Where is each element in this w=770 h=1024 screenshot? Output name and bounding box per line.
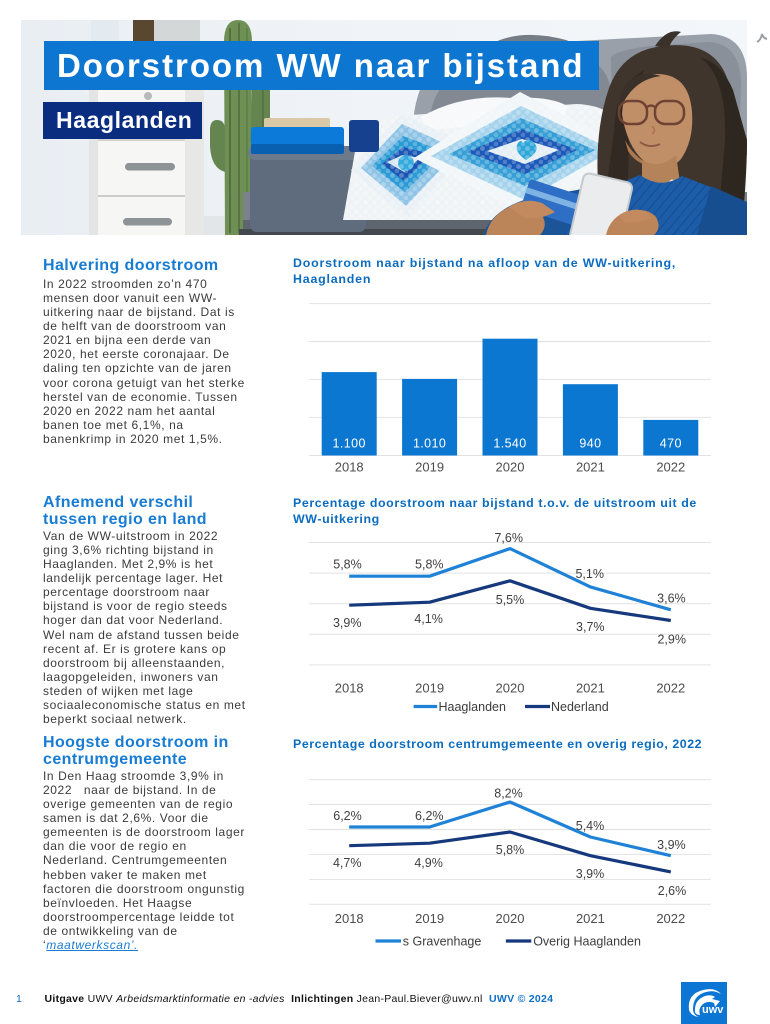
svg-text:3,9%: 3,9% xyxy=(333,616,362,630)
svg-text:Nederland: Nederland xyxy=(551,700,609,714)
svg-text:2018: 2018 xyxy=(335,681,364,696)
svg-text:4,9%: 4,9% xyxy=(414,856,443,870)
svg-text:1.010: 1.010 xyxy=(413,437,446,451)
svg-text:Percentage doorstroom centrumg: Percentage doorstroom centrumgemeente en… xyxy=(293,737,702,751)
svg-text:2022: 2022 xyxy=(656,911,685,926)
svg-text:2,6%: 2,6% xyxy=(658,884,687,898)
svg-text:5,5%: 5,5% xyxy=(496,593,525,607)
svg-text:2019: 2019 xyxy=(415,460,444,475)
svg-text:5,8%: 5,8% xyxy=(333,558,362,572)
svg-text:470: 470 xyxy=(660,437,682,451)
svg-text:1.540: 1.540 xyxy=(493,437,526,451)
svg-text:2019: 2019 xyxy=(415,681,444,696)
svg-text:3,6%: 3,6% xyxy=(657,592,686,606)
svg-text:5,8%: 5,8% xyxy=(415,558,444,572)
svg-text:2,9%: 2,9% xyxy=(657,632,686,646)
svg-text:2020: 2020 xyxy=(496,460,525,475)
svg-text:2018: 2018 xyxy=(335,460,364,475)
svg-text:940: 940 xyxy=(579,437,601,451)
svg-text:2020: 2020 xyxy=(496,681,525,696)
svg-text:8,2%: 8,2% xyxy=(494,787,523,801)
svg-text:2021: 2021 xyxy=(576,681,605,696)
svg-text:s Gravenhage: s Gravenhage xyxy=(403,935,482,949)
svg-text:2020: 2020 xyxy=(496,911,525,926)
svg-text:2021: 2021 xyxy=(576,911,605,926)
svg-text:4,1%: 4,1% xyxy=(414,612,443,626)
svg-text:uwv: uwv xyxy=(702,1004,724,1016)
svg-text:2021: 2021 xyxy=(576,460,605,475)
svg-text:Haaglanden: Haaglanden xyxy=(293,272,371,286)
svg-text:6,2%: 6,2% xyxy=(333,809,362,823)
svg-text:Overig Haaglanden: Overig Haaglanden xyxy=(533,935,641,949)
svg-text:5,1%: 5,1% xyxy=(575,567,604,581)
svg-text:1.100: 1.100 xyxy=(333,437,366,451)
svg-text:Percentage doorstroom naar bij: Percentage doorstroom naar bijstand t.o.… xyxy=(293,496,697,510)
svg-text:5,8%: 5,8% xyxy=(496,843,525,857)
svg-text:Haaglanden: Haaglanden xyxy=(439,700,506,714)
svg-text:5,4%: 5,4% xyxy=(576,819,605,833)
svg-text:2022: 2022 xyxy=(656,460,685,475)
svg-text:3,7%: 3,7% xyxy=(576,620,605,634)
svg-text:2022: 2022 xyxy=(656,681,685,696)
svg-text:3,9%: 3,9% xyxy=(657,838,686,852)
svg-text:Doorstroom naar bijstand na af: Doorstroom naar bijstand na afloop van d… xyxy=(293,256,676,270)
svg-text:2019: 2019 xyxy=(415,911,444,926)
svg-text:6,2%: 6,2% xyxy=(415,809,444,823)
svg-text:4,7%: 4,7% xyxy=(333,856,362,870)
svg-text:WW-uitkering: WW-uitkering xyxy=(293,512,380,526)
svg-text:3,9%: 3,9% xyxy=(576,867,605,881)
svg-text:7,6%: 7,6% xyxy=(494,531,523,545)
svg-text:2018: 2018 xyxy=(335,911,364,926)
